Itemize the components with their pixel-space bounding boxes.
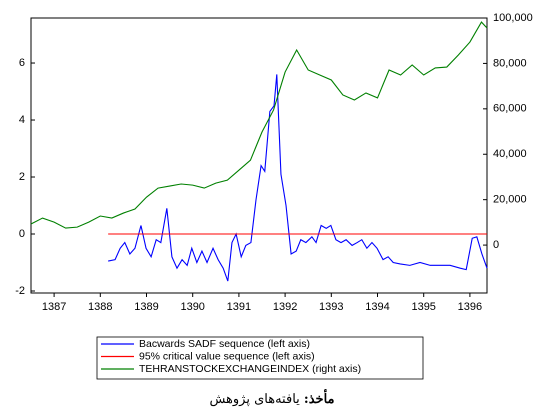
x-tick-label: 1387 xyxy=(42,301,66,313)
y2-tick-label: 0 xyxy=(493,239,499,251)
y-tick-label: -2 xyxy=(15,285,25,297)
legend-label: TEHRANSTOCKEXCHANGEINDEX (right axis) xyxy=(139,363,361,375)
series-line xyxy=(108,74,488,282)
source-caption: مأخذ: یافته‌های پژوهش xyxy=(209,389,334,407)
x-tick-label: 1389 xyxy=(134,301,158,313)
legend: Bacwards SADF sequence (left axis)95% cr… xyxy=(96,336,424,380)
y-tick-label: 0 xyxy=(19,228,25,240)
source-text: یافته‌های پژوهش xyxy=(209,392,300,407)
plot-frame xyxy=(30,17,488,294)
y2-tick-label: 100,000 xyxy=(493,12,533,24)
x-tick-label: 1394 xyxy=(365,301,389,313)
source-label: مأخذ: xyxy=(304,389,335,407)
x-tick-label: 1393 xyxy=(319,301,343,313)
x-tick-label: 1388 xyxy=(88,301,112,313)
x-tick-label: 1395 xyxy=(411,301,435,313)
y2-tick-label: 20,000 xyxy=(493,194,527,206)
legend-label: Bacwards SADF sequence (left axis) xyxy=(139,338,310,350)
x-tick-label: 1391 xyxy=(227,301,251,313)
x-tick-label: 1390 xyxy=(180,301,204,313)
y-tick-label: 6 xyxy=(19,57,25,69)
y-tick-label: 4 xyxy=(19,114,25,126)
y-tick-label: 2 xyxy=(19,171,25,183)
y2-tick-label: 40,000 xyxy=(493,148,527,160)
x-tick-label: 1396 xyxy=(458,301,482,313)
x-tick-label: 1392 xyxy=(273,301,297,313)
y2-tick-label: 80,000 xyxy=(493,57,527,69)
legend-box xyxy=(96,336,424,380)
legend-label: 95% critical value sequence (left axis) xyxy=(139,350,315,362)
y2-tick-label: 60,000 xyxy=(493,103,527,115)
series-line xyxy=(30,21,488,229)
